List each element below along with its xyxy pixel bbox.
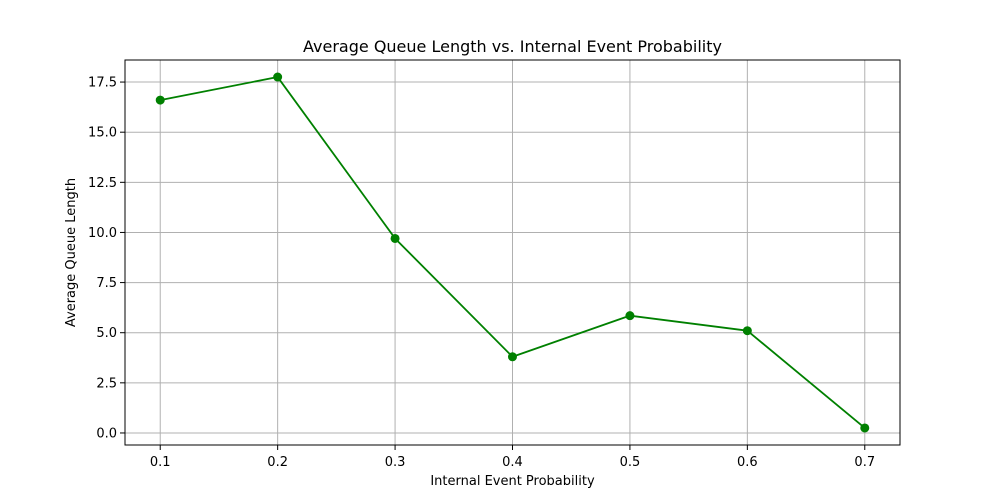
data-point-marker xyxy=(508,352,517,362)
data-series xyxy=(155,72,870,433)
data-point-marker xyxy=(390,233,400,243)
x-tick-label: 0.3 xyxy=(385,455,406,470)
chart-title: Average Queue Length vs. Internal Event … xyxy=(303,37,722,56)
x-tick-label: 0.6 xyxy=(737,455,758,470)
x-tick-label: 0.7 xyxy=(854,455,875,470)
data-point-marker xyxy=(742,326,752,336)
y-tick-label: 17.5 xyxy=(88,76,117,91)
x-axis-label: Internal Event Probability xyxy=(430,474,595,489)
data-point-marker xyxy=(625,311,635,321)
data-point-marker xyxy=(155,95,165,105)
y-tick-label: 10.0 xyxy=(88,226,117,241)
axis-ticks: 0.1 0.2 0.3 0.4 0.5 0.6 0.7 0.0 2.5 5.0 7.5 10.0 12.… xyxy=(88,76,875,470)
x-tick-label: 0.4 xyxy=(502,455,523,470)
y-tick-label: 5.0 xyxy=(96,326,117,341)
grid-lines xyxy=(125,60,900,445)
x-tick-label: 0.1 xyxy=(150,455,171,470)
data-point-marker xyxy=(860,423,870,433)
data-point-marker xyxy=(273,72,283,82)
x-tick-label: 0.5 xyxy=(620,455,641,470)
y-tick-label: 12.5 xyxy=(88,176,117,191)
y-tick-label: 0.0 xyxy=(96,426,117,441)
y-tick-label: 15.0 xyxy=(88,126,117,141)
y-tick-label: 2.5 xyxy=(96,376,117,391)
y-tick-label: 7.5 xyxy=(96,276,117,291)
y-axis-label: Average Queue Length xyxy=(64,178,79,327)
x-tick-label: 0.2 xyxy=(267,455,288,470)
